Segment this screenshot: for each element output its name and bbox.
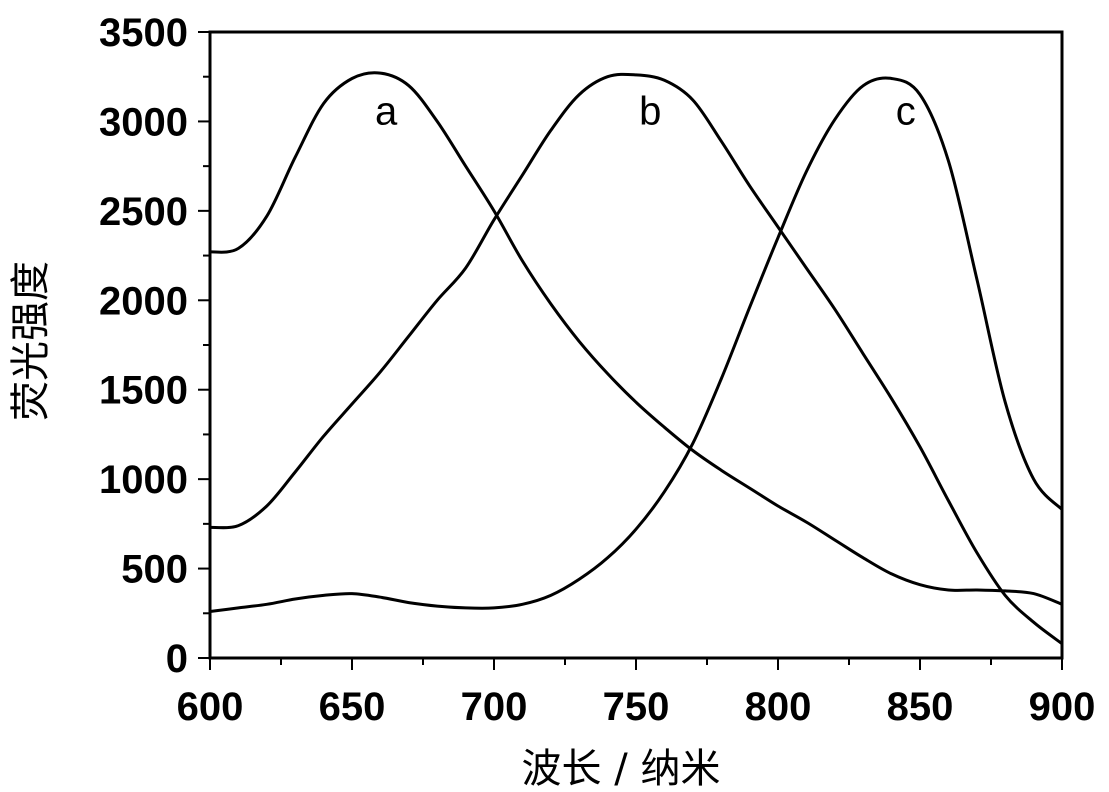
- series-lines: [210, 73, 1062, 644]
- y-tick-label: 0: [166, 637, 188, 681]
- x-axis-title: 波长 / 纳米: [522, 746, 721, 792]
- x-tick-label: 800: [745, 685, 812, 729]
- x-tick-label: 750: [603, 685, 670, 729]
- plot-frame: [210, 32, 1062, 658]
- y-tick-labels: 0 500 1000 1500 2000 2500 3000 3500: [99, 11, 188, 681]
- x-tick-label: 600: [177, 685, 244, 729]
- x-tick-labels: 600 650 700 750 800 850 900: [177, 685, 1096, 729]
- axis-ticks: [198, 32, 1062, 670]
- y-tick-label: 1500: [99, 369, 188, 413]
- series-annotations: a b c: [375, 90, 916, 134]
- y-tick-label: 2000: [99, 279, 188, 323]
- y-axis-title: 荧光强度: [8, 261, 54, 421]
- x-tick-label: 650: [319, 685, 386, 729]
- y-tick-label: 2500: [99, 190, 188, 234]
- series-line-c: [210, 78, 1062, 611]
- series-label-c: c: [896, 90, 916, 134]
- y-tick-label: 3500: [99, 11, 188, 55]
- y-tick-label: 500: [121, 548, 188, 592]
- x-tick-label: 700: [461, 685, 528, 729]
- series-line-b: [210, 74, 1062, 643]
- series-label-a: a: [375, 90, 398, 134]
- x-tick-label: 850: [887, 685, 954, 729]
- x-tick-label: 900: [1029, 685, 1096, 729]
- y-tick-label: 3000: [99, 100, 188, 144]
- series-label-b: b: [639, 90, 661, 134]
- y-tick-label: 1000: [99, 458, 188, 502]
- series-line-a: [210, 73, 1062, 605]
